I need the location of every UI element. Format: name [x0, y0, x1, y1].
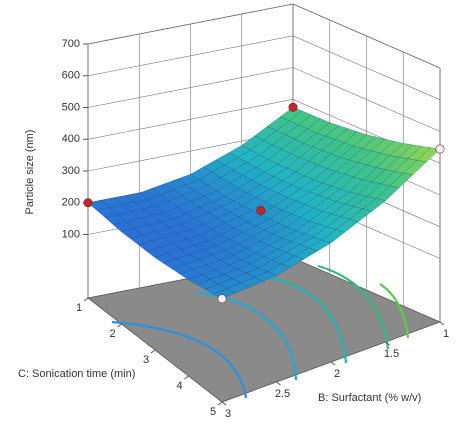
- z-tick-label: 600: [62, 70, 80, 82]
- y-tick-label: 1: [76, 302, 82, 314]
- y-tick: [184, 375, 189, 380]
- floor-contours: [111, 264, 410, 399]
- design-point: [217, 294, 227, 304]
- x-tick-label: 3: [225, 408, 231, 420]
- x-tick: [330, 361, 336, 366]
- y-axis-title: C: Sonication time (min): [18, 368, 135, 380]
- x-tick: [221, 401, 227, 406]
- design-point: [256, 205, 266, 215]
- contour: [379, 283, 410, 339]
- x-tick-label: 1: [443, 328, 449, 340]
- z-tick-label: 300: [62, 165, 80, 177]
- z-tick-label: 700: [62, 38, 80, 50]
- design-point: [83, 198, 93, 208]
- z-tick-label: 100: [62, 228, 80, 240]
- x-tick-label: 1.5: [384, 348, 399, 360]
- contour: [195, 290, 298, 381]
- y-tick: [83, 297, 89, 302]
- x-tick: [385, 341, 390, 346]
- z-tick-label: 400: [62, 133, 80, 145]
- y-tick-label: 2: [109, 328, 115, 340]
- labels: Particle size (nm) C: Sonication time (m…: [18, 130, 421, 404]
- contour: [111, 320, 248, 399]
- design-point: [435, 144, 445, 154]
- grid-line: [87, 3, 441, 69]
- x-tick-label: 2: [334, 368, 340, 380]
- z-tick-label: 200: [62, 197, 80, 209]
- y-tick: [150, 349, 156, 354]
- y-tick-label: 3: [143, 354, 149, 366]
- contour: [261, 274, 348, 364]
- y-tick-label: 4: [176, 380, 182, 392]
- y-tick-label: 5: [210, 406, 216, 418]
- x-tick-label: 2.5: [275, 388, 290, 400]
- x-tick: [276, 381, 281, 386]
- x-tick: [439, 321, 445, 326]
- z-tick-label: 500: [62, 101, 80, 113]
- design-point: [288, 102, 298, 112]
- z-axis-title: Particle size (nm): [24, 130, 36, 215]
- x-axis-title: B: Surfactant (% w/v): [318, 392, 421, 404]
- surface: [83, 102, 445, 304]
- y-tick: [117, 323, 122, 328]
- contour: [317, 264, 390, 350]
- y-tick: [217, 401, 223, 406]
